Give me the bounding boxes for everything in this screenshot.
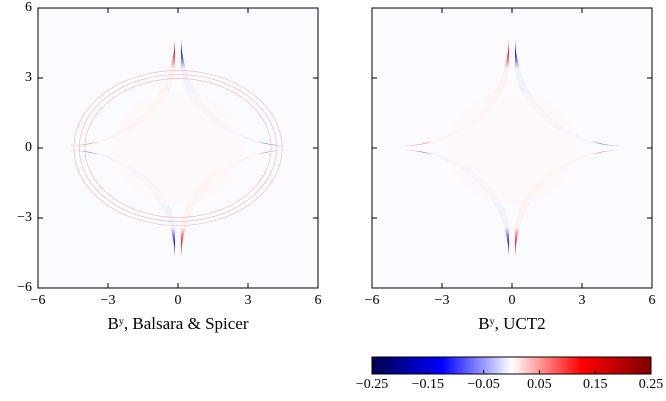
x-tick-label: 6 — [315, 293, 322, 308]
colorbar-tick-label: 0.05 — [527, 377, 552, 392]
colorbar-tick-label: 0.25 — [639, 377, 664, 392]
x-axis-label: Bʸ, Balsara & Spicer — [107, 314, 248, 333]
x-axis-label: Bʸ, UCT2 — [478, 314, 545, 333]
colorbar-tick-label: 0.15 — [583, 377, 608, 392]
x-tick-label: 0 — [509, 293, 516, 308]
y-tick-label: 0 — [25, 140, 32, 155]
x-tick-label: −3 — [435, 293, 450, 308]
colorbar-tick-label: −0.05 — [467, 377, 499, 392]
x-tick-label: −3 — [101, 293, 116, 308]
y-tick-label: 3 — [25, 70, 32, 85]
x-tick-label: 6 — [649, 293, 656, 308]
y-tick-label: −6 — [17, 280, 32, 295]
colorbar-tick-label: −0.25 — [356, 377, 388, 392]
inner-field — [112, 90, 244, 206]
fine-ring — [84, 78, 272, 218]
colorbar — [371, 356, 652, 375]
x-tick-label: 3 — [245, 293, 252, 308]
colorbar-tick-label: −0.15 — [412, 377, 444, 392]
fine-ring — [73, 70, 283, 226]
x-tick-label: 0 — [175, 293, 182, 308]
x-tick-label: −6 — [365, 293, 380, 308]
y-tick-label: 6 — [25, 0, 32, 15]
x-tick-label: −6 — [31, 293, 46, 308]
y-tick-label: −3 — [17, 210, 32, 225]
x-tick-label: 3 — [579, 293, 586, 308]
fine-ring — [79, 74, 277, 222]
inner-field — [446, 90, 578, 206]
